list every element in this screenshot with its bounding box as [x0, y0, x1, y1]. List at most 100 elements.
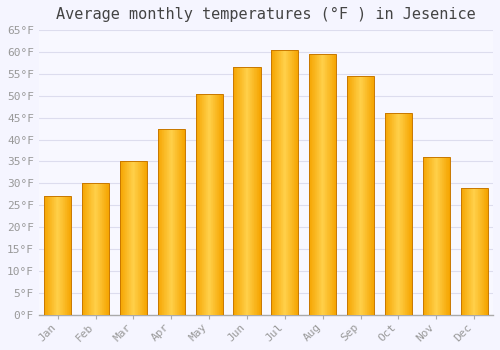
Bar	[330, 54, 331, 315]
Bar	[254, 67, 255, 315]
Bar	[130, 161, 132, 315]
Bar	[174, 128, 176, 315]
Bar	[276, 50, 278, 315]
Bar	[333, 54, 334, 315]
Bar	[124, 161, 126, 315]
Bar	[178, 128, 179, 315]
Bar	[354, 76, 355, 315]
Bar	[284, 50, 285, 315]
Bar	[128, 161, 130, 315]
Bar	[271, 50, 298, 315]
Bar	[440, 157, 441, 315]
Bar	[460, 188, 461, 315]
Bar	[447, 157, 448, 315]
Bar	[121, 161, 122, 315]
Bar	[293, 50, 294, 315]
Bar	[196, 93, 197, 315]
Bar	[391, 113, 392, 315]
Bar	[249, 67, 250, 315]
Bar	[123, 161, 124, 315]
Bar	[461, 188, 462, 315]
Bar	[170, 128, 172, 315]
Bar	[441, 157, 442, 315]
Bar	[401, 113, 402, 315]
Bar	[145, 161, 146, 315]
Bar	[107, 183, 108, 315]
Bar	[422, 157, 450, 315]
Bar	[472, 188, 473, 315]
Bar	[58, 196, 59, 315]
Bar	[448, 157, 449, 315]
Bar	[436, 157, 437, 315]
Bar	[437, 157, 438, 315]
Bar	[166, 128, 167, 315]
Bar	[347, 76, 348, 315]
Bar	[325, 54, 326, 315]
Bar	[126, 161, 128, 315]
Bar	[481, 188, 482, 315]
Bar	[353, 76, 354, 315]
Bar	[236, 67, 237, 315]
Bar	[211, 93, 212, 315]
Bar	[311, 54, 312, 315]
Bar	[252, 67, 253, 315]
Bar	[142, 161, 143, 315]
Bar	[250, 67, 251, 315]
Bar	[251, 67, 252, 315]
Bar	[51, 196, 52, 315]
Bar	[255, 67, 256, 315]
Bar	[443, 157, 444, 315]
Bar	[477, 188, 478, 315]
Bar	[208, 93, 209, 315]
Bar	[257, 67, 258, 315]
Bar	[96, 183, 97, 315]
Bar	[214, 93, 216, 315]
Bar	[406, 113, 408, 315]
Bar	[296, 50, 297, 315]
Bar	[400, 113, 401, 315]
Bar	[50, 196, 51, 315]
Bar	[238, 67, 239, 315]
Bar	[143, 161, 144, 315]
Bar	[475, 188, 476, 315]
Bar	[397, 113, 398, 315]
Bar	[408, 113, 410, 315]
Bar	[61, 196, 62, 315]
Bar	[139, 161, 140, 315]
Bar	[482, 188, 483, 315]
Bar	[429, 157, 430, 315]
Bar	[234, 67, 260, 315]
Bar	[216, 93, 218, 315]
Bar	[460, 188, 488, 315]
Bar	[398, 113, 399, 315]
Bar	[402, 113, 403, 315]
Bar	[141, 161, 142, 315]
Bar	[463, 188, 464, 315]
Bar	[446, 157, 447, 315]
Bar	[283, 50, 284, 315]
Bar	[82, 183, 84, 315]
Bar	[352, 76, 353, 315]
Bar	[184, 128, 185, 315]
Bar	[158, 128, 185, 315]
Bar	[44, 196, 45, 315]
Bar	[295, 50, 296, 315]
Bar	[434, 157, 435, 315]
Bar	[159, 128, 160, 315]
Bar	[86, 183, 88, 315]
Bar	[314, 54, 315, 315]
Bar	[385, 113, 412, 315]
Bar	[168, 128, 170, 315]
Bar	[45, 196, 46, 315]
Bar	[396, 113, 397, 315]
Bar	[357, 76, 358, 315]
Bar	[291, 50, 292, 315]
Bar	[373, 76, 374, 315]
Bar	[351, 76, 352, 315]
Bar	[332, 54, 333, 315]
Bar	[204, 93, 205, 315]
Bar	[56, 196, 57, 315]
Bar	[70, 196, 72, 315]
Bar	[389, 113, 390, 315]
Bar	[91, 183, 92, 315]
